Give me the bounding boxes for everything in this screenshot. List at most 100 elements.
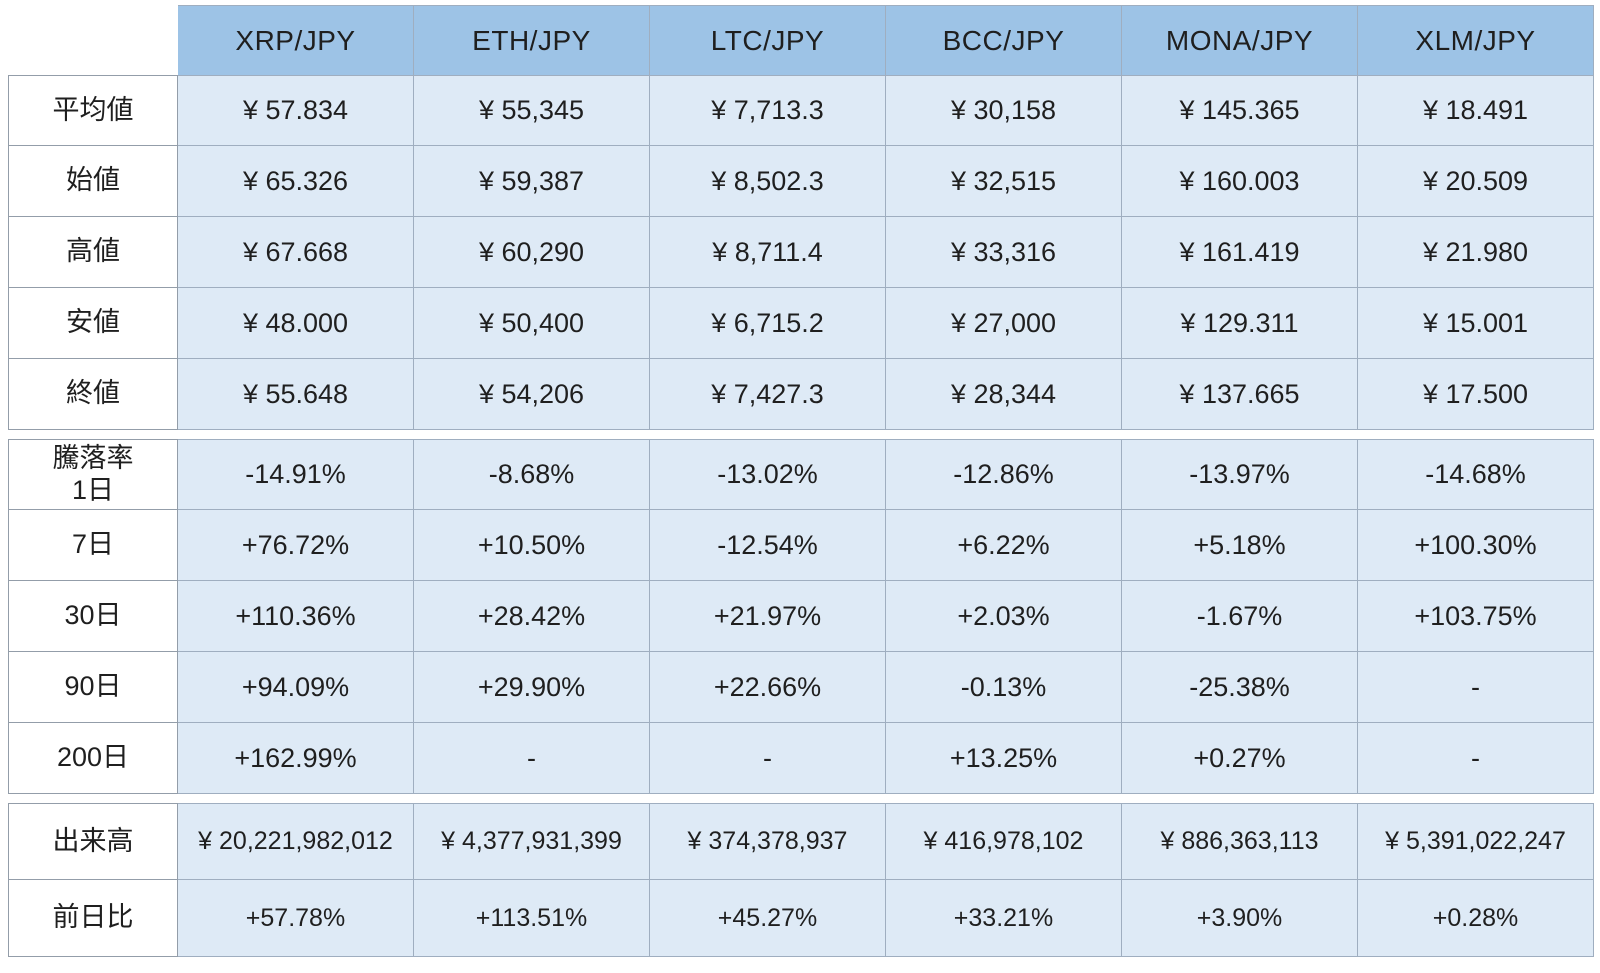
table-row: 90日 +94.09% +29.90% +22.66% -0.13% -25.38% - xyxy=(8,652,1595,723)
table-cell: - xyxy=(1358,652,1594,723)
table-row: 始値 ¥ 65.326 ¥ 59,387 ¥ 8,502.3 ¥ 32,515 ¥ 160… xyxy=(8,146,1595,217)
table-cell: -13.97% xyxy=(1122,439,1358,510)
table-cell: ¥ 21.980 xyxy=(1358,217,1594,288)
table-row: 前日比 +57.78% +113.51% +45.27% +33.21% +3.90% +0… xyxy=(8,880,1595,957)
table-cell: +13.25% xyxy=(886,723,1122,794)
table-cell: +0.27% xyxy=(1122,723,1358,794)
table-row: 安値 ¥ 48.000 ¥ 50,400 ¥ 6,715.2 ¥ 27,000 ¥ 129… xyxy=(8,288,1595,359)
table-row: 終値 ¥ 55.648 ¥ 54,206 ¥ 7,427.3 ¥ 28,344 ¥ 137… xyxy=(8,359,1595,430)
table-cell: +94.09% xyxy=(178,652,414,723)
table-cell: ¥ 55.648 xyxy=(178,359,414,430)
table-cell: -8.68% xyxy=(414,439,650,510)
table-cell: ¥ 48.000 xyxy=(178,288,414,359)
row-label: 平均値 xyxy=(8,75,178,146)
row-label: 出来高 xyxy=(8,803,178,880)
row-label: 始値 xyxy=(8,146,178,217)
section-change-rates: 騰落率 1日 -14.91% -8.68% -13.02% -12.86% -13.97%… xyxy=(8,439,1595,794)
table-row: 200日 +162.99% - - +13.25% +0.27% - xyxy=(8,723,1595,794)
table-cell: +110.36% xyxy=(178,581,414,652)
table-cell: ¥ 55,345 xyxy=(414,75,650,146)
table-cell: ¥ 20.509 xyxy=(1358,146,1594,217)
column-header-xrp-jpy: XRP/JPY xyxy=(178,5,414,75)
table-cell: ¥ 160.003 xyxy=(1122,146,1358,217)
table-row: 平均値 ¥ 57.834 ¥ 55,345 ¥ 7,713.3 ¥ 30,158 ¥ 14… xyxy=(8,75,1595,146)
table-cell: ¥ 60,290 xyxy=(414,217,650,288)
table-cell: ¥ 161.419 xyxy=(1122,217,1358,288)
table-cell: +33.21% xyxy=(886,880,1122,957)
table-cell: ¥ 5,391,022,247 xyxy=(1358,803,1594,880)
row-label: 前日比 xyxy=(8,880,178,957)
table-cell: ¥ 50,400 xyxy=(414,288,650,359)
table-cell: ¥ 416,978,102 xyxy=(886,803,1122,880)
table-cell: +29.90% xyxy=(414,652,650,723)
table-cell: ¥ 7,713.3 xyxy=(650,75,886,146)
table-cell: ¥ 33,316 xyxy=(886,217,1122,288)
table-cell: ¥ 30,158 xyxy=(886,75,1122,146)
table-cell: ¥ 54,206 xyxy=(414,359,650,430)
table-cell: - xyxy=(650,723,886,794)
table-cell: +21.97% xyxy=(650,581,886,652)
table-cell: ¥ 137.665 xyxy=(1122,359,1358,430)
row-label: 200日 xyxy=(8,723,178,794)
table-cell: +100.30% xyxy=(1358,510,1594,581)
column-header-xlm-jpy: XLM/JPY xyxy=(1358,5,1594,75)
table-row: 出来高 ¥ 20,221,982,012 ¥ 4,377,931,399 ¥ 374,… xyxy=(8,803,1595,880)
section-volume-stats: 出来高 ¥ 20,221,982,012 ¥ 4,377,931,399 ¥ 374,… xyxy=(8,803,1595,957)
table-cell: ¥ 129.311 xyxy=(1122,288,1358,359)
table-cell: -12.54% xyxy=(650,510,886,581)
table-row: 30日 +110.36% +28.42% +21.97% +2.03% -1.67% +10… xyxy=(8,581,1595,652)
table-body: 平均値 ¥ 57.834 ¥ 55,345 ¥ 7,713.3 ¥ 30,158 ¥ 14… xyxy=(8,75,1595,957)
table-cell: +10.50% xyxy=(414,510,650,581)
section-price-stats: 平均値 ¥ 57.834 ¥ 55,345 ¥ 7,713.3 ¥ 30,158 ¥ 14… xyxy=(8,75,1595,430)
row-label: 30日 xyxy=(8,581,178,652)
table-cell: ¥ 145.365 xyxy=(1122,75,1358,146)
table-cell: ¥ 67.668 xyxy=(178,217,414,288)
table-cell: -1.67% xyxy=(1122,581,1358,652)
table-cell: -25.38% xyxy=(1122,652,1358,723)
table-cell: +2.03% xyxy=(886,581,1122,652)
table-cell: ¥ 8,502.3 xyxy=(650,146,886,217)
table-row: 7日 +76.72% +10.50% -12.54% +6.22% +5.18% +100.… xyxy=(8,510,1595,581)
crypto-market-stats-table: XRP/JPY ETH/JPY LTC/JPY BCC/JPY MONA/JPY XLM/… xyxy=(8,5,1595,957)
table-cell: +162.99% xyxy=(178,723,414,794)
table-cell: ¥ 28,344 xyxy=(886,359,1122,430)
table-row: 高値 ¥ 67.668 ¥ 60,290 ¥ 8,711.4 ¥ 33,316 ¥ 161… xyxy=(8,217,1595,288)
column-header-mona-jpy: MONA/JPY xyxy=(1122,5,1358,75)
table-cell: - xyxy=(414,723,650,794)
table-cell: ¥ 20,221,982,012 xyxy=(178,803,414,880)
row-label: 安値 xyxy=(8,288,178,359)
table-header-row: XRP/JPY ETH/JPY LTC/JPY BCC/JPY MONA/JPY XLM/… xyxy=(8,5,1595,75)
table-cell: +28.42% xyxy=(414,581,650,652)
table-cell: -13.02% xyxy=(650,439,886,510)
table-cell: ¥ 65.326 xyxy=(178,146,414,217)
table-cell: ¥ 59,387 xyxy=(414,146,650,217)
column-header-ltc-jpy: LTC/JPY xyxy=(650,5,886,75)
column-header-eth-jpy: ETH/JPY xyxy=(414,5,650,75)
table-cell: ¥ 6,715.2 xyxy=(650,288,886,359)
table-cell: - xyxy=(1358,723,1594,794)
table-cell: ¥ 18.491 xyxy=(1358,75,1594,146)
table-cell: ¥ 15.001 xyxy=(1358,288,1594,359)
table-cell: ¥ 374,378,937 xyxy=(650,803,886,880)
table-cell: +3.90% xyxy=(1122,880,1358,957)
table-row: 騰落率 1日 -14.91% -8.68% -13.02% -12.86% -13.97%… xyxy=(8,439,1595,510)
table-cell: -12.86% xyxy=(886,439,1122,510)
table-cell: ¥ 7,427.3 xyxy=(650,359,886,430)
table-cell: ¥ 57.834 xyxy=(178,75,414,146)
table-cell: +76.72% xyxy=(178,510,414,581)
row-label: 騰落率 1日 xyxy=(8,439,178,510)
table-cell: ¥ 32,515 xyxy=(886,146,1122,217)
column-header-bcc-jpy: BCC/JPY xyxy=(886,5,1122,75)
corner-spacer xyxy=(8,5,178,75)
table-cell: +45.27% xyxy=(650,880,886,957)
table-cell: +57.78% xyxy=(178,880,414,957)
table-cell: +113.51% xyxy=(414,880,650,957)
table-cell: +5.18% xyxy=(1122,510,1358,581)
table-cell: ¥ 886,363,113 xyxy=(1122,803,1358,880)
table-cell: +6.22% xyxy=(886,510,1122,581)
table-cell: -0.13% xyxy=(886,652,1122,723)
row-label: 7日 xyxy=(8,510,178,581)
table-cell: ¥ 27,000 xyxy=(886,288,1122,359)
table-cell: ¥ 4,377,931,399 xyxy=(414,803,650,880)
table-cell: ¥ 17.500 xyxy=(1358,359,1594,430)
